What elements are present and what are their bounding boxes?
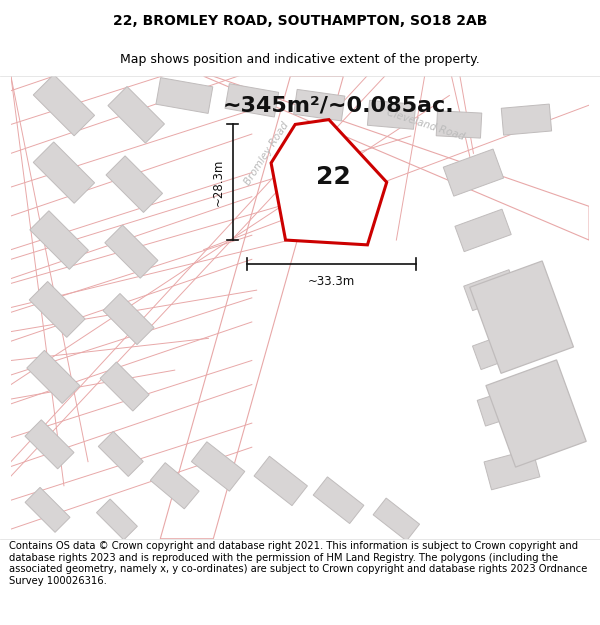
- Polygon shape: [33, 142, 95, 203]
- Text: Cleveland Road: Cleveland Road: [385, 107, 466, 142]
- Text: 22: 22: [316, 166, 351, 189]
- Text: 22, BROMLEY ROAD, SOUTHAMPTON, SO18 2AB: 22, BROMLEY ROAD, SOUTHAMPTON, SO18 2AB: [113, 14, 487, 28]
- Polygon shape: [271, 119, 387, 245]
- Text: ~345m²/~0.085ac.: ~345m²/~0.085ac.: [223, 95, 454, 115]
- Polygon shape: [472, 330, 524, 369]
- Polygon shape: [254, 456, 307, 506]
- Polygon shape: [29, 281, 85, 338]
- Polygon shape: [97, 499, 137, 540]
- Polygon shape: [108, 86, 164, 143]
- Polygon shape: [106, 156, 163, 212]
- Polygon shape: [203, 76, 589, 240]
- Polygon shape: [160, 76, 343, 539]
- Polygon shape: [25, 420, 74, 469]
- Polygon shape: [373, 498, 419, 541]
- Polygon shape: [293, 89, 345, 121]
- Polygon shape: [33, 74, 95, 136]
- Polygon shape: [100, 362, 149, 411]
- Polygon shape: [225, 84, 278, 117]
- Polygon shape: [484, 449, 540, 490]
- Polygon shape: [30, 211, 88, 269]
- Polygon shape: [191, 442, 245, 491]
- Text: ~28.3m: ~28.3m: [212, 159, 224, 206]
- Polygon shape: [501, 104, 551, 135]
- Polygon shape: [156, 78, 213, 113]
- Polygon shape: [455, 209, 511, 252]
- Polygon shape: [486, 360, 586, 467]
- Polygon shape: [98, 431, 143, 476]
- Polygon shape: [151, 462, 199, 509]
- Polygon shape: [443, 149, 503, 196]
- Polygon shape: [477, 386, 532, 426]
- Polygon shape: [105, 225, 158, 278]
- Text: ~33.3m: ~33.3m: [308, 275, 355, 288]
- Polygon shape: [464, 270, 518, 311]
- Polygon shape: [367, 100, 416, 129]
- Polygon shape: [470, 261, 574, 373]
- Polygon shape: [313, 477, 364, 524]
- Text: Map shows position and indicative extent of the property.: Map shows position and indicative extent…: [120, 53, 480, 66]
- Polygon shape: [25, 488, 70, 532]
- Text: Bromley Road: Bromley Road: [242, 120, 290, 187]
- Polygon shape: [27, 350, 80, 404]
- Text: Contains OS data © Crown copyright and database right 2021. This information is : Contains OS data © Crown copyright and d…: [9, 541, 587, 586]
- Polygon shape: [436, 111, 482, 138]
- Polygon shape: [103, 294, 154, 344]
